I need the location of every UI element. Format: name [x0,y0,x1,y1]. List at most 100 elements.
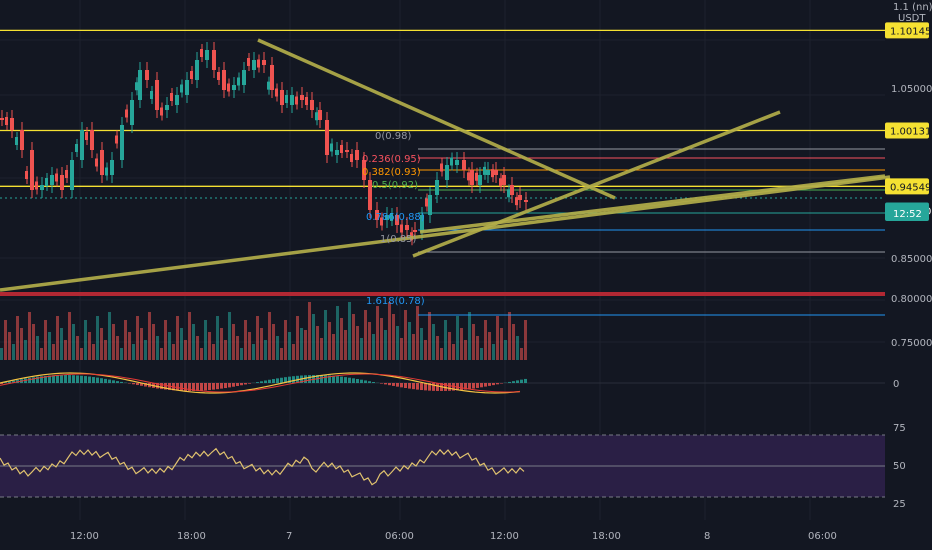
candle-body [237,77,240,86]
candle-body [428,195,432,215]
volume-bar [152,324,155,360]
candle-body [170,93,173,101]
volume-bar [424,340,427,360]
volume-bar [416,306,419,360]
macd-histogram-bar [500,383,503,384]
candle-body [15,137,18,145]
macd-histogram-bar [212,383,215,390]
candle-body [262,60,266,65]
rsi-tick-label: 25 [893,499,906,510]
candle-body [20,130,24,150]
macd-histogram-bar [288,376,291,383]
candle-body [65,170,68,178]
volume-bar [300,328,303,360]
fib-labels: 0(0.98) 0.236(0.95) 0.382(0.93) 0.5(0.92) 0.… [362,131,425,307]
candle-body [486,170,490,175]
macd-histogram-bar [284,377,287,383]
volume-bar [468,312,471,360]
volume-bar [288,332,291,360]
macd-histogram-bar [84,376,87,383]
candle-body [315,112,318,121]
candle-body [180,84,183,93]
volume-bar [340,318,343,360]
macd-histogram-bar [348,377,351,383]
volume-bar [68,312,71,360]
candle-body [270,65,274,90]
macd-pane[interactable]: 0 [0,372,899,394]
price-axis[interactable]: 1.1 (nn) USDT 1.05000 0.85000 0.80000 0.750… [885,2,932,349]
time-axis[interactable]: 12:00 18:00 7 06:00 12:00 18:00 8 06:00 [70,531,837,542]
rsi-pane[interactable]: 75 50 25 [0,423,906,510]
macd-histogram-bar [476,383,479,388]
volume-bar [204,320,207,360]
volume-bar [344,330,347,360]
macd-zero-label: 0 [893,379,899,390]
candle-body [362,160,366,180]
volume-bar [280,348,283,360]
candle-body [5,117,8,125]
candle-body [507,189,510,198]
macd-histogram-bar [144,383,147,387]
candle-body [470,170,474,185]
candle-body [275,88,278,97]
volume-bar [60,328,63,360]
macd-histogram-bar [48,375,51,383]
macd-histogram-bar [280,377,283,383]
volume-bar [480,348,483,360]
volume-bar [380,318,383,360]
macd-histogram-bar [244,383,247,385]
volume-bar [128,332,131,360]
price-badge [885,122,929,139]
trend-line [412,110,781,258]
macd-histogram-bar [384,383,387,385]
macd-histogram-bar [52,375,55,383]
macd-histogram-bar [112,380,115,383]
volume-bar [256,316,259,360]
time-tick-label: 18:00 [592,531,621,542]
macd-histogram-bar [404,383,407,389]
volume-bar [184,340,187,360]
candle-body [247,58,250,66]
volume-bar [240,348,243,360]
time-tick-label: 06:00 [385,531,414,542]
volume-bar [224,340,227,360]
unit-label: USDT [898,13,926,24]
candle-body [467,172,470,181]
candle-body [25,171,28,179]
macd-histogram-bar [100,378,103,383]
macd-histogram-bar [292,376,295,383]
macd-histogram-bar [176,383,179,391]
fib-label: 0.786(0.88) [366,212,425,223]
candle-body [420,215,424,232]
volume-bar [404,310,407,360]
macd-histogram-bar [332,375,335,383]
volume-bar [268,312,271,360]
macd-histogram-bar [412,383,415,390]
candle-body [285,95,288,103]
volume-bar [392,314,395,360]
volume-bar [76,336,79,360]
candle-body [425,198,428,207]
macd-histogram-bar [184,383,187,391]
macd-histogram-bar [436,383,439,391]
candle-body [30,150,34,190]
macd-histogram-bar [120,381,123,383]
volume-bar [220,328,223,360]
macd-histogram-bar [344,377,347,383]
trend-line [419,174,886,234]
volume-bar [444,320,447,360]
price-pane[interactable]: 0(0.98) 0.236(0.95) 0.382(0.93) 0.5(0.92) 0.… [0,0,891,520]
fib-label: 1(0.85) [380,234,417,245]
macd-histogram-bar [108,379,111,383]
volume-bar [92,344,95,360]
candle-body [305,97,308,105]
macd-histogram-bar [388,383,391,386]
candle-body [400,224,403,233]
candle-body [435,180,439,195]
macd-histogram-bar [40,376,43,383]
volume-bar [352,314,355,360]
candle-body [125,109,128,118]
volume-bar [292,344,295,360]
macd-histogram-bar [396,383,399,387]
